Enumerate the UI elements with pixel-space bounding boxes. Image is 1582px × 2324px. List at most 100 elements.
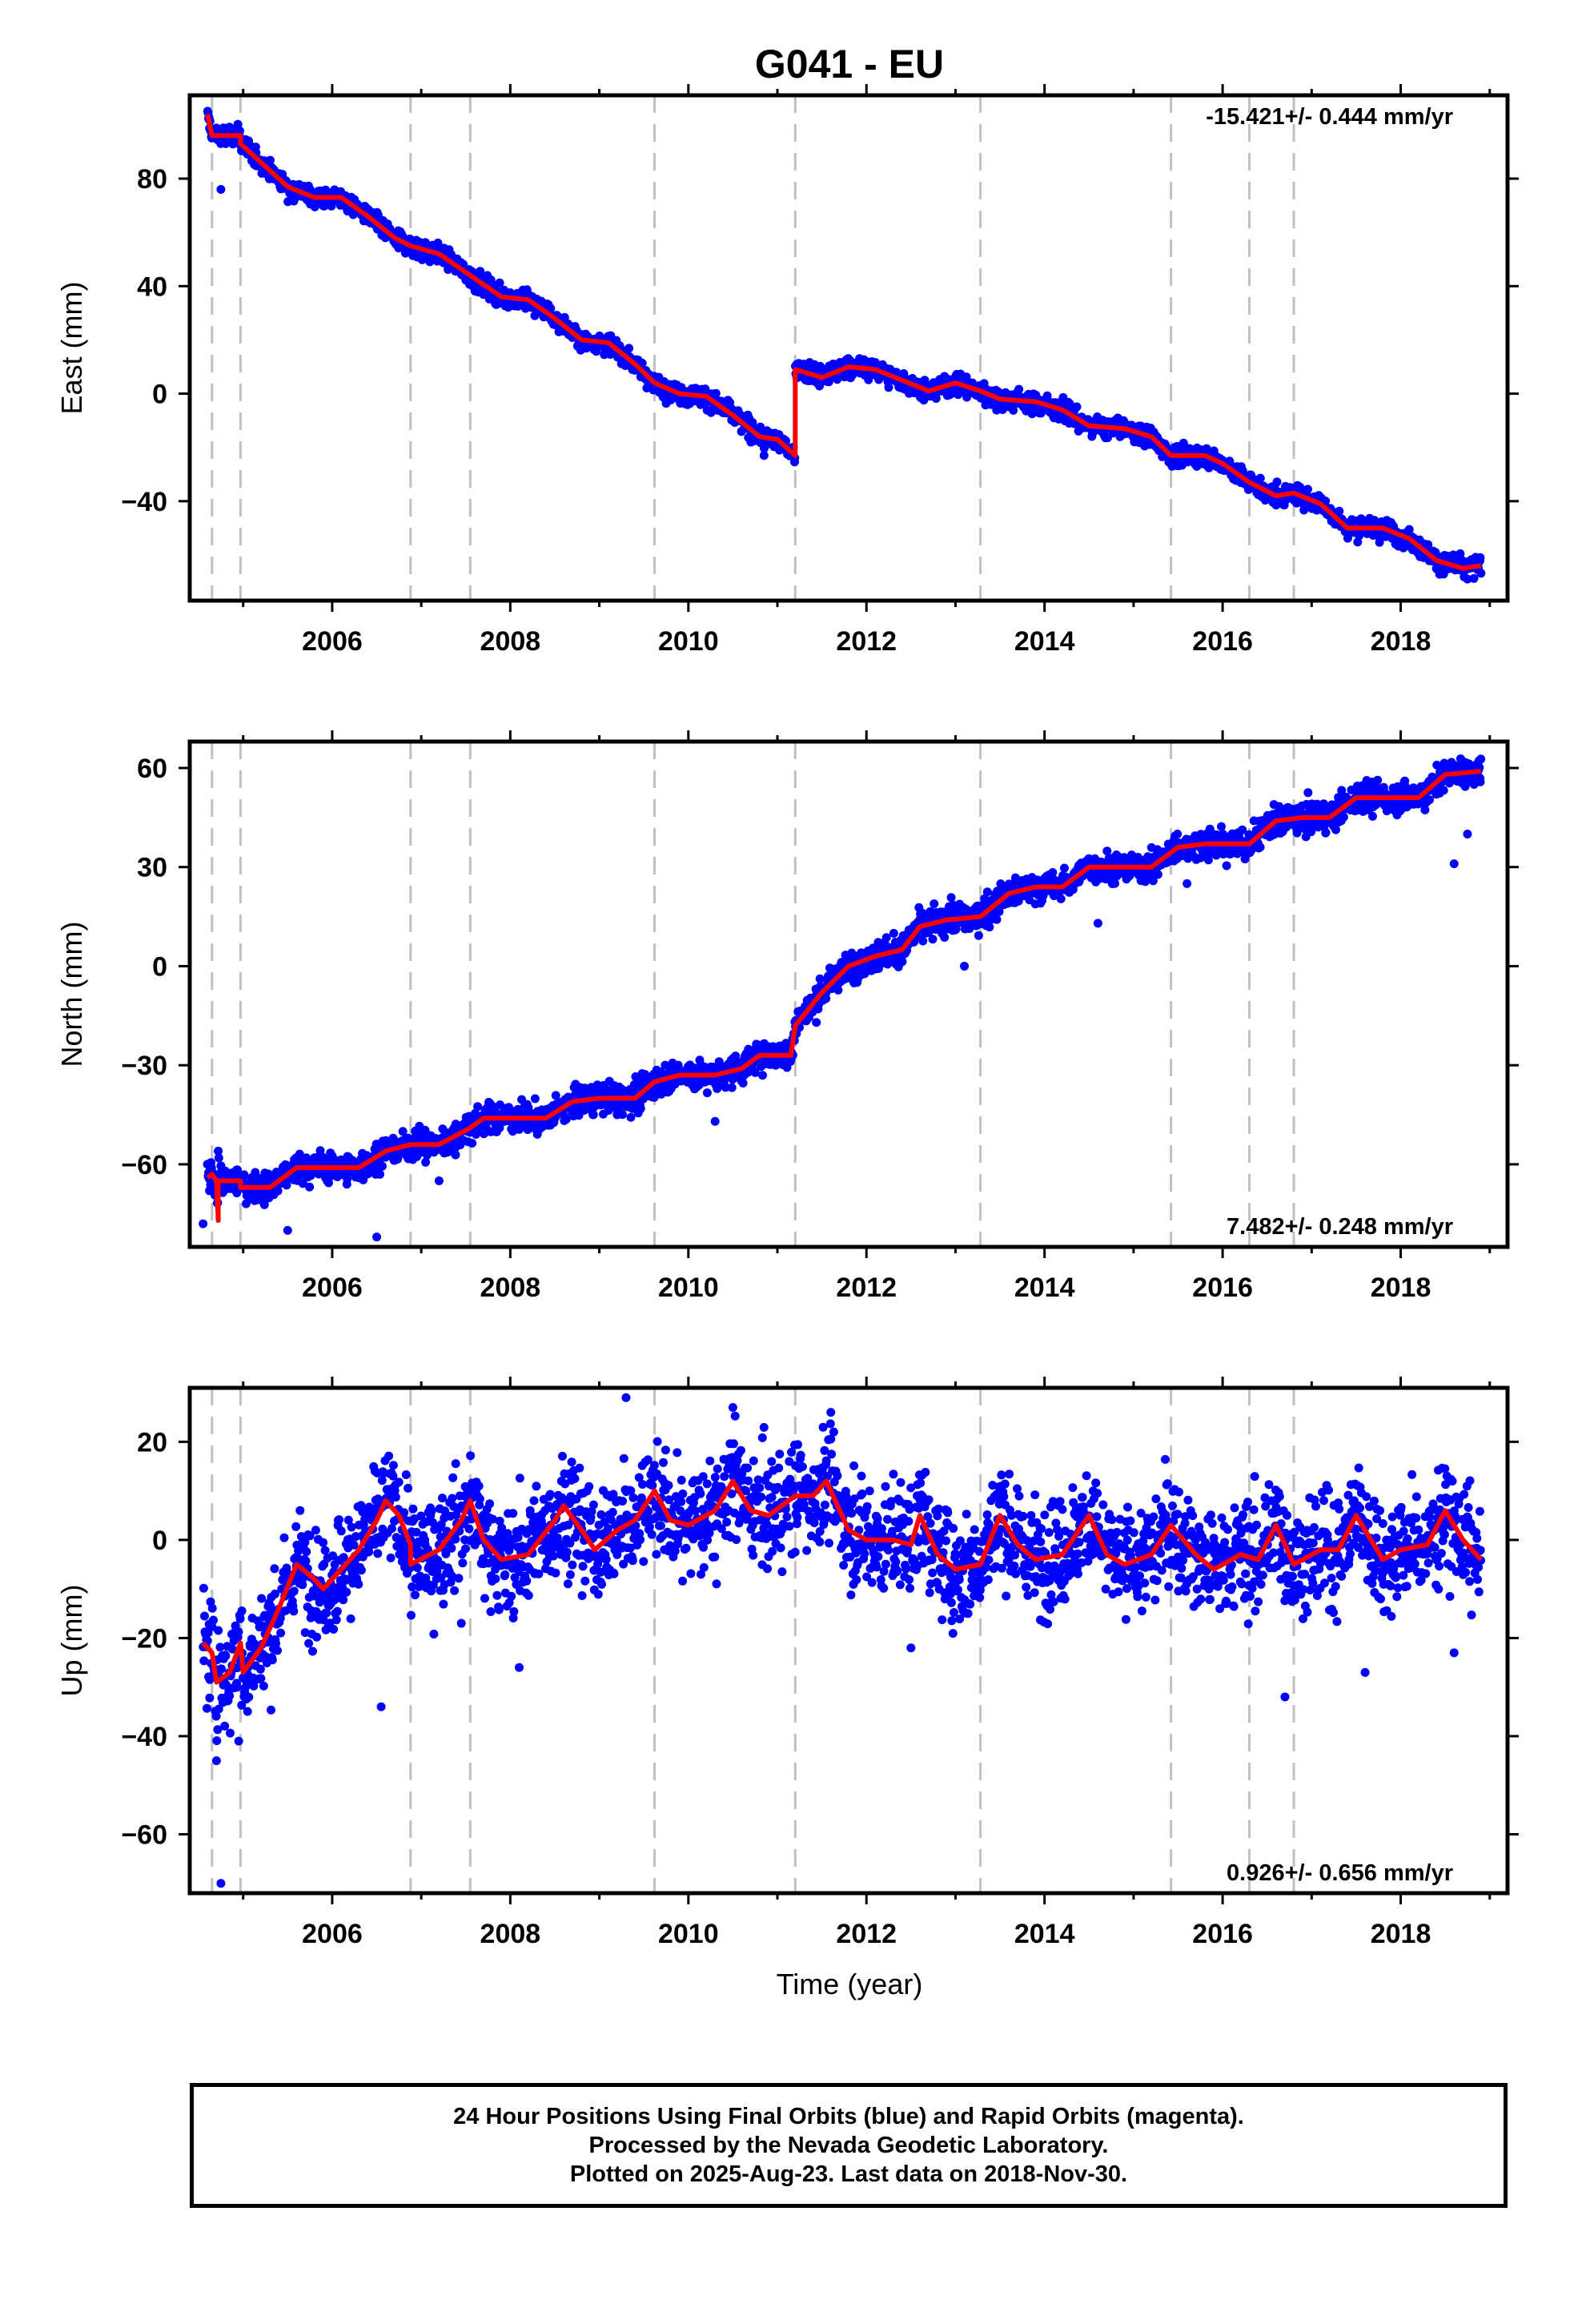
data-point xyxy=(750,1068,760,1077)
x-tick-label: 2016 xyxy=(1192,626,1253,657)
data-point xyxy=(472,1130,480,1139)
data-point xyxy=(982,887,992,897)
data-point xyxy=(295,1149,304,1159)
data-point xyxy=(1307,827,1316,837)
data-point xyxy=(721,1083,730,1092)
data-point xyxy=(551,1091,560,1100)
data-points xyxy=(199,754,1486,1242)
x-tick-label: 2006 xyxy=(302,626,363,657)
plot-frame xyxy=(187,93,1510,603)
data-point xyxy=(702,1088,712,1098)
data-point xyxy=(1272,477,1282,487)
data-point xyxy=(393,1154,403,1164)
data-point xyxy=(833,985,843,995)
x-tick-label: 2014 xyxy=(1014,626,1075,657)
data-point xyxy=(1153,870,1162,879)
data-point xyxy=(649,1092,659,1102)
data-point xyxy=(1148,876,1158,886)
data-point xyxy=(561,1115,571,1124)
data-point xyxy=(1014,384,1024,394)
y-tick-label: 0 xyxy=(152,380,167,410)
data-point xyxy=(930,899,939,909)
data-point xyxy=(1110,879,1119,888)
data-point xyxy=(375,1169,385,1179)
data-point xyxy=(1331,825,1340,834)
data-point xyxy=(305,1182,315,1192)
data-point xyxy=(1238,825,1247,834)
data-point xyxy=(918,936,928,946)
data-point xyxy=(727,1083,737,1092)
data-point xyxy=(636,1104,645,1113)
data-point xyxy=(1337,786,1347,795)
data-point xyxy=(495,278,504,287)
data-point xyxy=(992,915,1002,924)
data-point xyxy=(1048,868,1058,877)
panel-east: 2006 2008 2010 2012 2014 2016 201880400−40East… xyxy=(55,84,1519,657)
y-tick-label: 80 xyxy=(137,164,167,195)
data-point xyxy=(946,893,956,903)
data-point xyxy=(324,1178,333,1188)
data-point xyxy=(1476,569,1486,578)
model-fit-line xyxy=(205,113,1482,571)
data-point xyxy=(985,923,994,932)
data-point xyxy=(1173,830,1182,838)
data-point xyxy=(624,344,634,353)
data-point xyxy=(1255,842,1265,852)
y-tick-label: 40 xyxy=(137,271,167,302)
data-point xyxy=(713,1084,722,1093)
data-point-outlier xyxy=(216,184,226,194)
data-point xyxy=(363,1169,372,1179)
data-point xyxy=(711,388,721,398)
data-point xyxy=(421,1157,431,1167)
data-point xyxy=(940,933,950,942)
data-point xyxy=(1343,533,1352,543)
data-point xyxy=(1217,822,1226,831)
data-point xyxy=(1456,549,1465,558)
data-point xyxy=(468,1139,477,1148)
data-point xyxy=(473,1102,483,1112)
data-point-outlier xyxy=(759,451,769,460)
data-point-outlier xyxy=(1463,574,1472,584)
data-point xyxy=(738,1079,748,1088)
data-point xyxy=(451,1150,460,1160)
data-point xyxy=(626,1112,636,1122)
data-point xyxy=(928,935,938,944)
data-point xyxy=(1423,540,1433,549)
data-point xyxy=(1404,525,1414,534)
data-point xyxy=(1222,861,1231,870)
x-tick-label: 2018 xyxy=(1371,626,1431,657)
panel-north: 2006 2008 2010 2012 2014 2016 201860300−30−60N… xyxy=(55,730,1519,1303)
data-point xyxy=(815,974,825,983)
data-point xyxy=(821,994,831,1003)
data-point xyxy=(1356,514,1366,524)
data-point xyxy=(1102,846,1112,856)
data-point xyxy=(398,1127,408,1136)
data-point xyxy=(1303,788,1313,798)
data-point xyxy=(241,1199,251,1208)
data-point xyxy=(974,931,983,940)
data-point xyxy=(884,383,893,392)
data-point xyxy=(343,1174,352,1184)
data-point xyxy=(1203,855,1213,865)
data-point xyxy=(1469,573,1479,583)
data-point xyxy=(1321,828,1331,838)
data-point xyxy=(588,1110,598,1120)
data-point xyxy=(530,1094,540,1104)
data-point xyxy=(994,907,1004,916)
data-point xyxy=(1476,553,1485,562)
data-point xyxy=(273,1186,283,1196)
data-point xyxy=(951,924,961,934)
data-point xyxy=(1042,391,1052,400)
data-point xyxy=(731,1051,741,1061)
x-tick-label: 2010 xyxy=(658,626,719,657)
data-point xyxy=(378,1161,387,1171)
data-point xyxy=(931,394,941,403)
data-point xyxy=(881,933,891,943)
x-tick-label: 2008 xyxy=(480,626,541,657)
data-point xyxy=(1335,506,1344,516)
data-point xyxy=(889,928,898,938)
data-point xyxy=(1056,894,1066,903)
data-point xyxy=(812,1018,821,1027)
data-point xyxy=(259,1200,269,1209)
